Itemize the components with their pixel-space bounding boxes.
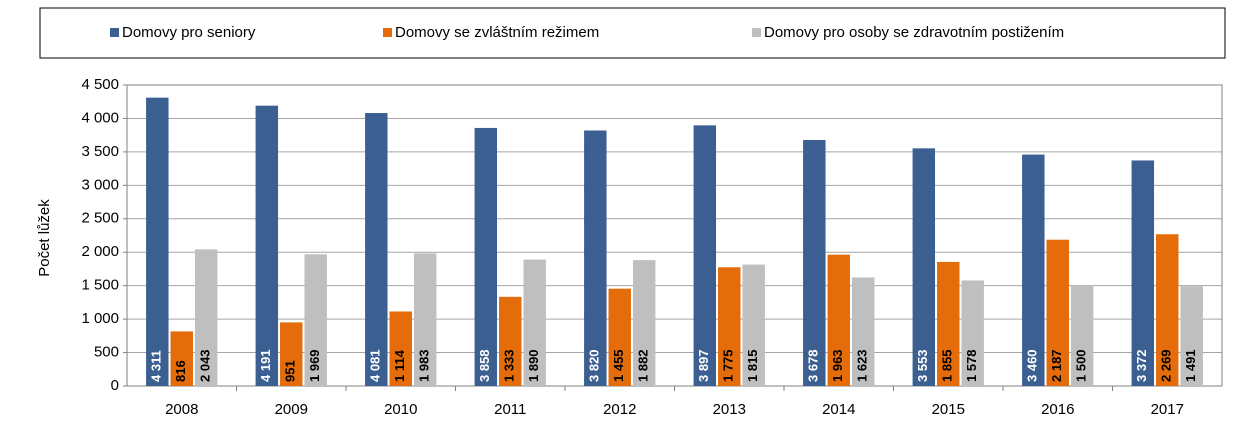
value-label: 3 372 (1134, 349, 1149, 382)
bar (1022, 154, 1045, 386)
value-label: 1 500 (1074, 349, 1089, 382)
x-tick-label: 2011 (494, 401, 526, 418)
value-label: 3 460 (1025, 349, 1040, 382)
value-label: 1 455 (611, 349, 626, 382)
y-tick-label: 3 500 (81, 143, 119, 160)
value-label: 2 187 (1049, 349, 1064, 382)
bar (1156, 234, 1179, 386)
bar (1131, 160, 1155, 386)
legend-label: Domovy pro osoby se zdravotním postižení… (764, 24, 1064, 41)
value-label: 1 969 (307, 349, 322, 382)
value-label: 2 269 (1159, 349, 1174, 382)
value-label: 1 815 (745, 349, 760, 382)
y-tick-label: 2 000 (81, 243, 119, 260)
value-label: 4 081 (368, 349, 383, 382)
value-label: 3 820 (587, 349, 602, 382)
bar (499, 296, 522, 386)
bar (523, 259, 546, 386)
bar (1046, 239, 1069, 386)
x-tick-label: 2010 (384, 401, 417, 418)
legend-label: Domovy se zvláštním režimem (395, 24, 599, 41)
x-tick-label: 2012 (603, 401, 636, 418)
value-label: 1 963 (830, 349, 845, 382)
bar (1180, 286, 1203, 386)
bar (937, 261, 960, 386)
value-label: 1 882 (636, 349, 651, 382)
bar (827, 254, 850, 386)
value-label: 4 311 (149, 350, 164, 382)
value-label: 1 578 (964, 349, 979, 382)
x-tick-label: 2017 (1151, 401, 1184, 418)
value-label: 3 553 (915, 349, 930, 382)
x-tick-label: 2008 (165, 401, 198, 418)
bar (1070, 285, 1094, 386)
bar (803, 139, 826, 386)
bar (194, 249, 218, 386)
bar (365, 113, 388, 387)
value-label: 1 890 (526, 349, 541, 382)
x-tick-label: 2014 (822, 401, 855, 418)
y-tick-label: 4 000 (81, 109, 119, 126)
value-label: 1 983 (417, 349, 432, 382)
bar (961, 280, 984, 386)
bar (632, 260, 656, 386)
bar (413, 253, 437, 386)
x-tick-label: 2016 (1041, 401, 1074, 418)
legend-swatch (110, 28, 119, 37)
value-label: 1 491 (1183, 349, 1198, 382)
bar (280, 322, 303, 386)
legend-label: Domovy pro seniory (122, 24, 256, 41)
y-tick-label: 3 000 (81, 176, 119, 193)
x-tick-label: 2013 (713, 401, 746, 418)
value-label: 1 114 (392, 349, 407, 382)
value-label: 3 678 (806, 349, 821, 382)
value-label: 1 623 (855, 349, 870, 382)
bar (474, 127, 498, 387)
bar (742, 264, 765, 386)
value-label: 1 333 (502, 349, 517, 382)
bar (584, 130, 607, 386)
value-label: 2 043 (198, 349, 213, 382)
bar (170, 331, 193, 386)
value-label: 3 858 (477, 349, 492, 382)
value-label: 1 855 (940, 349, 955, 382)
y-tick-label: 1 500 (81, 277, 119, 294)
value-label: 951 (283, 360, 298, 382)
y-tick-label: 1 000 (81, 310, 119, 327)
bar (304, 254, 327, 386)
legend-swatch (383, 28, 392, 37)
bar (608, 288, 631, 386)
bar (146, 97, 169, 386)
bar (912, 148, 936, 386)
y-tick-label: 500 (94, 344, 119, 361)
value-label: 1 775 (721, 349, 736, 382)
bar (851, 277, 875, 386)
value-label: 4 191 (258, 349, 273, 382)
bar (693, 125, 717, 387)
value-label: 816 (173, 360, 188, 382)
y-axis-label: Počet lůžek (36, 199, 53, 277)
legend-box (39, 7, 1226, 59)
y-tick-label: 2 500 (81, 210, 119, 227)
legend-swatch (752, 28, 761, 37)
bar (718, 267, 741, 386)
y-tick-label: 0 (111, 377, 119, 394)
bar (255, 105, 279, 386)
y-tick-label: 4 500 (81, 76, 119, 93)
value-label: 3 897 (696, 349, 711, 382)
x-tick-label: 2009 (275, 401, 308, 418)
bar (389, 311, 412, 386)
x-tick-label: 2015 (932, 401, 965, 418)
